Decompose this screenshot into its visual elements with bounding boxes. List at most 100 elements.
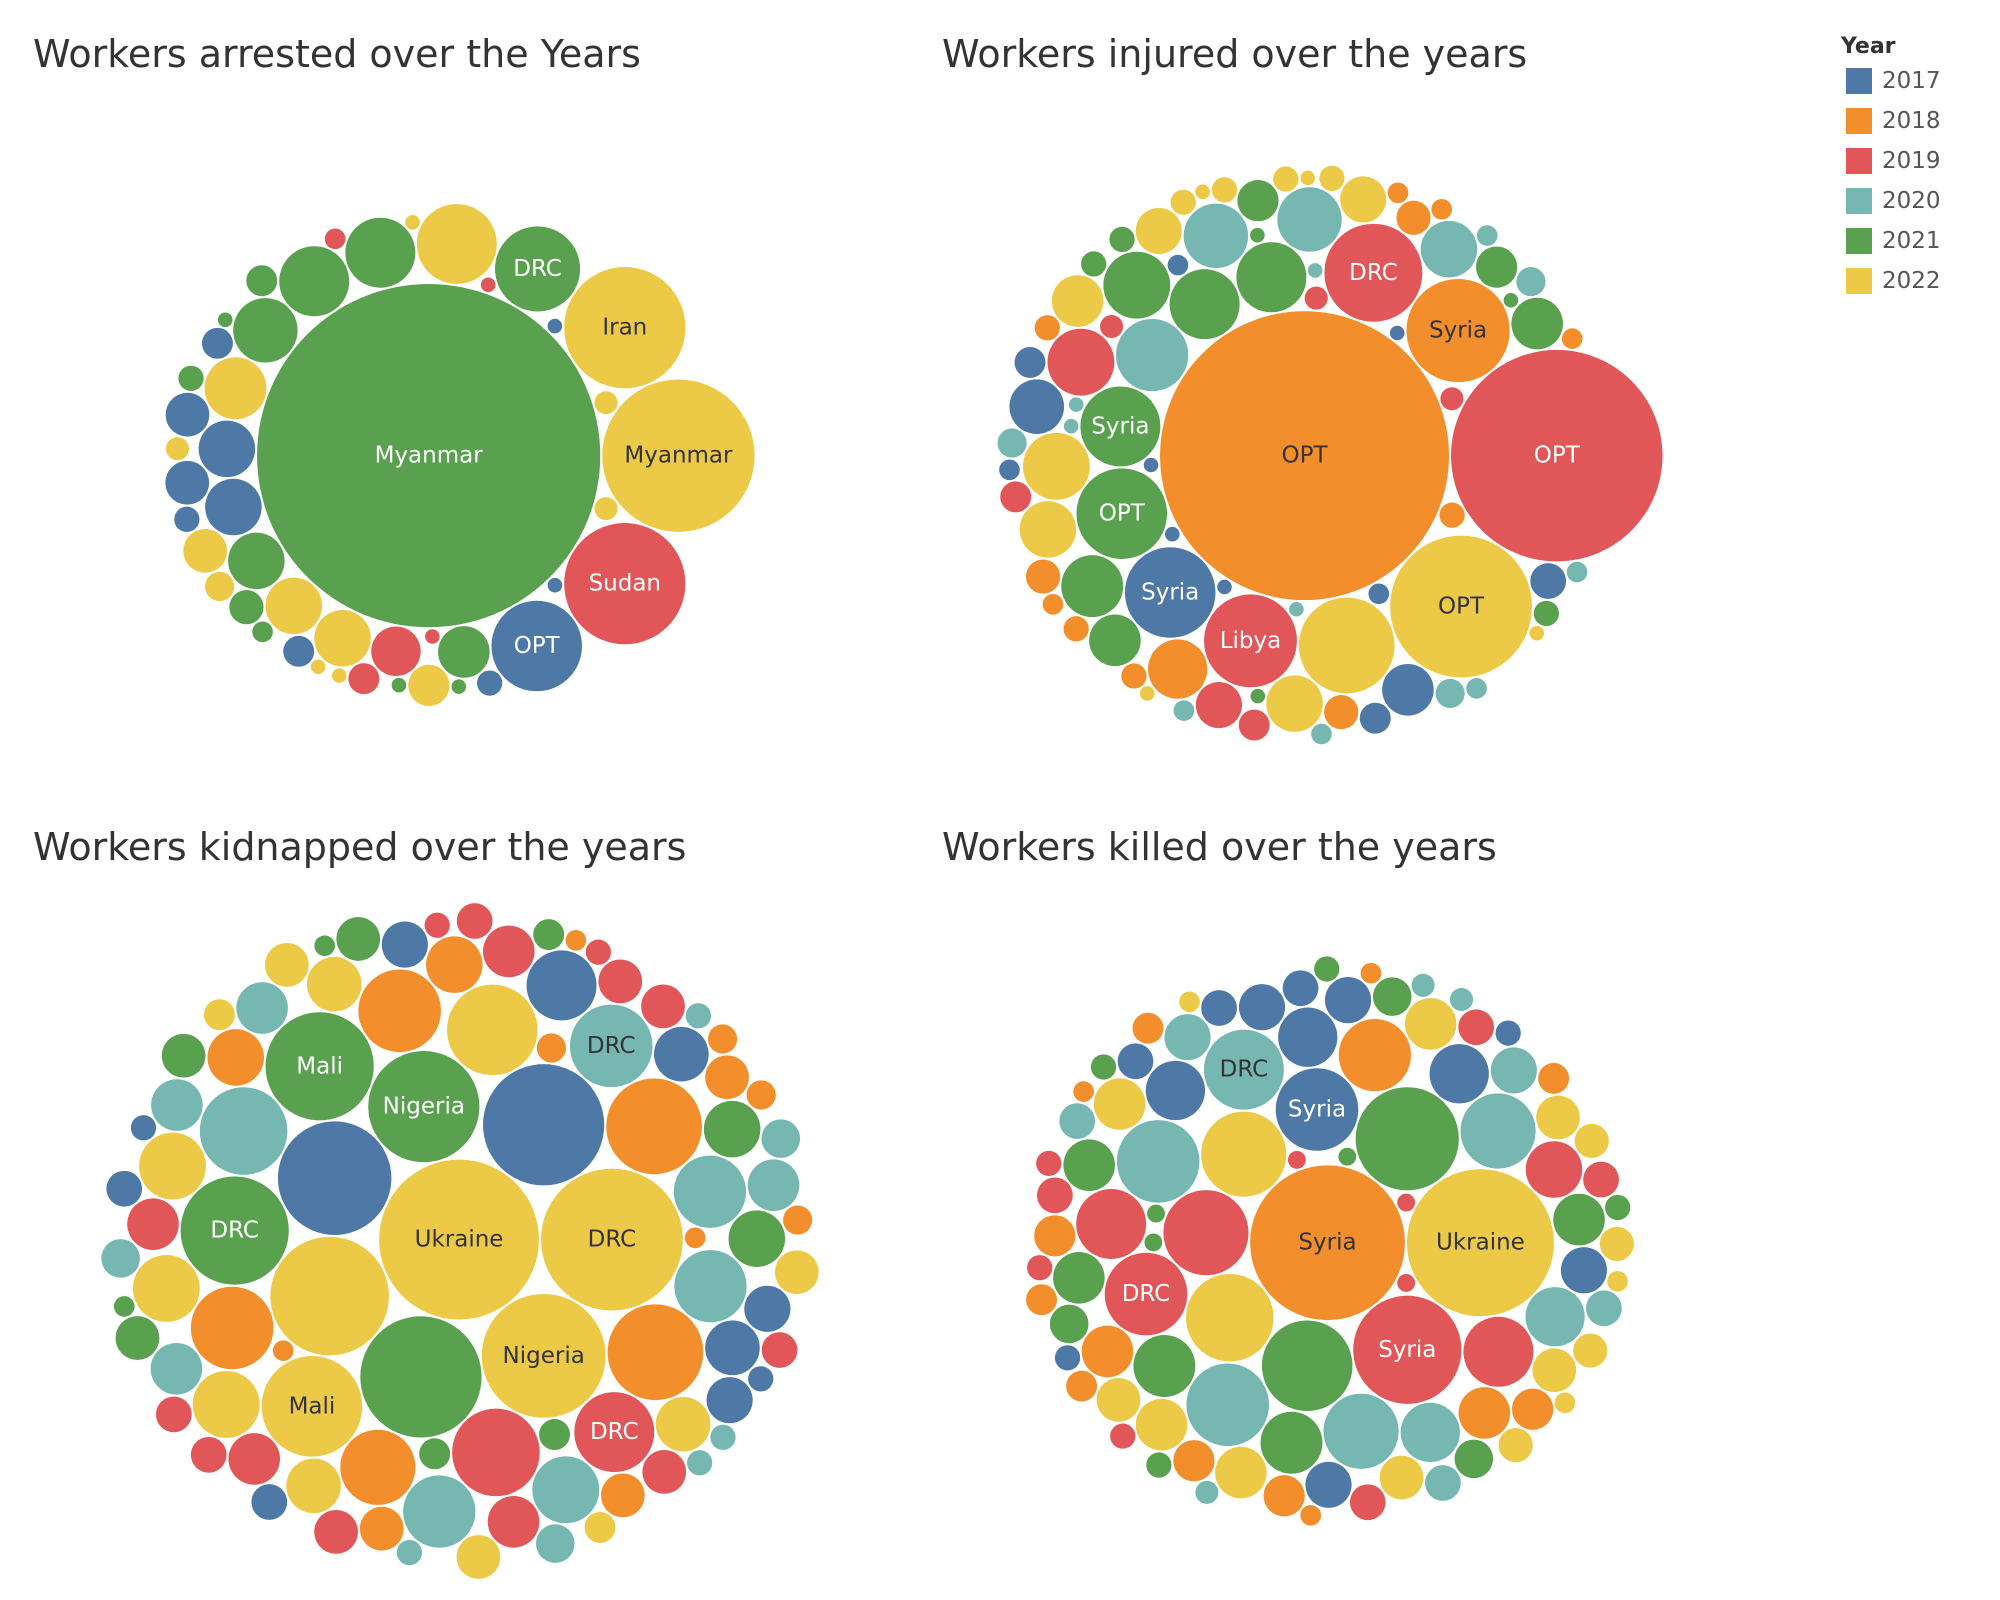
bubble (761, 1119, 801, 1158)
bubble (547, 318, 563, 334)
bubble (251, 1484, 288, 1520)
bubble (1307, 263, 1323, 278)
bubble (155, 1396, 192, 1433)
bubble (1215, 1446, 1267, 1499)
chart-title: Workers killed over the years (942, 825, 1497, 869)
bubble (585, 939, 611, 965)
bubble (607, 1304, 704, 1401)
bubble (761, 1332, 798, 1368)
bubble (526, 950, 597, 1021)
bubble (101, 1239, 140, 1278)
bubble (150, 1342, 203, 1395)
bubble (774, 1250, 819, 1295)
bubble (494, 226, 581, 312)
bubble (1449, 987, 1473, 1012)
bubble (1560, 1247, 1607, 1294)
bubble (1397, 1274, 1416, 1292)
bubble (1073, 1081, 1094, 1102)
bubble (306, 956, 362, 1012)
bubble (574, 1392, 655, 1473)
chart-title: Workers injured over the years (942, 32, 1527, 76)
bubble-label: Mali (296, 1053, 343, 1079)
bubble (1338, 1019, 1411, 1092)
bubble (1454, 1439, 1494, 1479)
bubble (1289, 601, 1304, 617)
bubble (1439, 502, 1465, 528)
bubble (1169, 269, 1240, 340)
bubble-chart: OPT Sudan Myanmar DRC Myanmar Iran (165, 203, 755, 707)
bubble (340, 1429, 416, 1505)
bubble (1324, 695, 1359, 730)
bubble (1034, 1215, 1076, 1257)
bubble (1305, 1461, 1352, 1508)
bubble (1324, 223, 1423, 322)
bubble (1300, 1505, 1322, 1526)
bubble (1063, 616, 1089, 642)
bubble (1059, 1103, 1096, 1139)
bubble (151, 1079, 203, 1131)
bubble (748, 1366, 774, 1392)
bubble (1359, 702, 1391, 734)
bubble (1425, 1465, 1461, 1501)
bubble (403, 1475, 476, 1548)
bubble-label: Syria (1378, 1337, 1436, 1363)
bubble (569, 1004, 653, 1088)
bubble (204, 571, 235, 602)
bubble (161, 1033, 206, 1078)
bubble (1466, 678, 1487, 699)
bubble (1533, 600, 1559, 627)
legend-label: 2022 (1882, 268, 1941, 294)
bubble (1525, 1141, 1583, 1198)
bubble (190, 1436, 227, 1473)
bubble (1390, 535, 1532, 678)
bubble-chart: DRC DRC Nigeria DRC Mali Ukraine DRC Nigeria Mal… (101, 903, 819, 1579)
bubble (113, 1296, 135, 1317)
bubble (165, 460, 210, 505)
bubble (602, 379, 755, 532)
bubble (703, 1100, 761, 1158)
bubble (1263, 1475, 1305, 1517)
bubble (1498, 1428, 1533, 1463)
bubble (1583, 1161, 1619, 1198)
bubble (205, 478, 262, 536)
bubble (1121, 663, 1147, 689)
bubble (564, 267, 686, 389)
bubble (1266, 675, 1323, 732)
bubble (1304, 286, 1328, 310)
bubble (1360, 962, 1382, 984)
bubble (1195, 184, 1210, 200)
chart-title: Workers kidnapped over the years (33, 825, 686, 869)
bubble-label: Syria (1141, 580, 1199, 606)
bubble (1273, 166, 1299, 192)
bubble (1599, 1226, 1634, 1261)
bubble (1574, 1123, 1609, 1158)
bubble (747, 1159, 800, 1211)
bubble (1355, 1087, 1459, 1191)
bubble (1000, 481, 1032, 513)
bubble (1298, 597, 1395, 694)
bubble (744, 1285, 791, 1332)
bubble (1165, 526, 1180, 542)
bubble (286, 1458, 341, 1514)
bubble (1201, 990, 1237, 1026)
bubble (201, 327, 233, 359)
legend-title: Year (1840, 34, 1896, 59)
bubble (314, 1509, 358, 1554)
bubble (174, 506, 200, 532)
bubble-label: OPT (1099, 501, 1146, 527)
bubble-label: OPT (1438, 594, 1485, 620)
bubble (165, 437, 190, 461)
bubble (1025, 559, 1061, 594)
chart-title: Workers arrested over the Years (33, 32, 641, 76)
bubble (1420, 220, 1478, 278)
bubble (1435, 678, 1465, 709)
bubble (1026, 1284, 1057, 1316)
bubble (1143, 457, 1159, 473)
bubble-label: Ukraine (415, 1227, 504, 1253)
bubble (1516, 267, 1546, 297)
bubble (324, 228, 346, 250)
bubble (252, 621, 273, 643)
bubble (1561, 328, 1583, 349)
bubble (1080, 386, 1161, 467)
bubble (438, 626, 490, 678)
